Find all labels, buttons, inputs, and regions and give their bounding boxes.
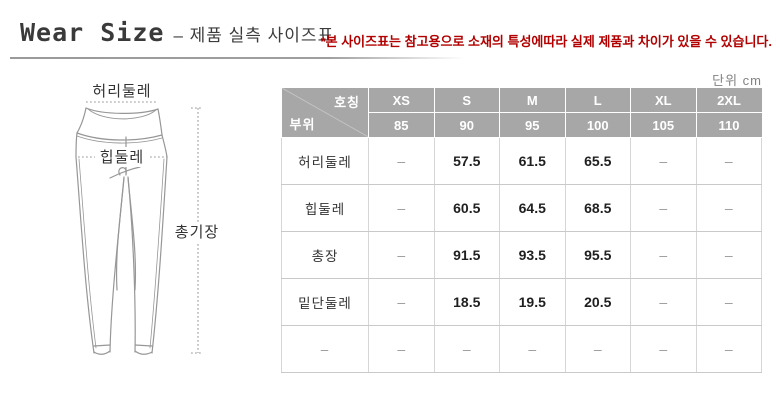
leggings-outline [75, 107, 168, 355]
table-row: – – – – – – – [281, 325, 762, 373]
value-cell: – [630, 184, 697, 232]
value-cell: – [564, 325, 631, 373]
value-cell: 20.5 [564, 278, 631, 326]
notice-text: *본 사이즈표는 참고용으로 소재의 특성에따라 실제 제품과 차이가 있을 수… [320, 34, 772, 49]
row-label-cell: 총장 [281, 231, 369, 279]
waist-label: 허리둘레 [92, 83, 151, 100]
value-cell: – [368, 325, 435, 373]
size-col-header: M [499, 88, 566, 113]
corner-label-part: 부위 [289, 117, 316, 132]
table-row: 총장 – 91.5 93.5 95.5 – – [281, 231, 762, 279]
value-cell: 64.5 [499, 184, 566, 232]
size-col-header: S [434, 88, 500, 113]
size-number-row: 85 90 95 100 105 110 [282, 112, 762, 138]
value-cell: – [368, 231, 435, 279]
value-cell: 19.5 [499, 278, 566, 326]
value-cell: 57.5 [433, 137, 500, 185]
value-cell: 68.5 [564, 184, 631, 232]
page-header: Wear Size – 제품 실측 사이즈표 [20, 18, 334, 47]
row-label-cell: 허리둘레 [281, 137, 369, 185]
hip-label: 힙둘레 [100, 149, 144, 166]
size-col-header: XL [630, 88, 697, 113]
size-number-header: 85 [368, 112, 435, 138]
length-label-bg [175, 222, 219, 242]
value-cell: 60.5 [433, 184, 500, 232]
value-cell: – [630, 278, 697, 326]
table-corner-cell: 호칭 부위 [281, 88, 369, 138]
table-row: 밑단둘레 – 18.5 19.5 20.5 – – [281, 278, 762, 326]
value-cell: – [368, 137, 435, 185]
value-cell: 95.5 [564, 231, 631, 279]
value-cell: 18.5 [433, 278, 500, 326]
size-col-header: XS [368, 88, 435, 113]
row-label-cell: 밑단둘레 [281, 278, 369, 326]
value-cell: 65.5 [564, 137, 631, 185]
size-number-header: 95 [499, 112, 566, 138]
size-table: 호칭 부위 XS S M L XL 2XL 85 90 95 100 105 1… [281, 88, 762, 373]
size-col-header: L [565, 88, 631, 113]
value-cell: – [499, 325, 566, 373]
table-row: 힙둘레 – 60.5 64.5 68.5 – – [281, 184, 762, 232]
size-number-header: 105 [630, 112, 697, 138]
size-number-header: 90 [434, 112, 500, 138]
corner-label-sizes: 호칭 [334, 95, 360, 110]
row-label-cell: – [281, 325, 369, 373]
value-cell: – [368, 184, 435, 232]
value-cell: – [695, 325, 762, 373]
value-cell: – [695, 278, 762, 326]
value-cell: – [630, 325, 697, 373]
unit-label: 단위 cm [712, 73, 762, 88]
leggings-diagram: 허리둘레 힙둘레 총기장 [75, 83, 219, 355]
value-cell: – [695, 231, 762, 279]
value-cell: – [630, 137, 697, 185]
value-cell: – [368, 278, 435, 326]
value-cell: 93.5 [499, 231, 566, 279]
size-number-header: 100 [565, 112, 631, 138]
length-label: 총기장 [175, 224, 219, 241]
row-label-cell: 힙둘레 [281, 184, 369, 232]
value-cell: – [695, 137, 762, 185]
hip-label-bg [95, 147, 149, 167]
title-divider [10, 57, 465, 59]
value-cell: – [433, 325, 500, 373]
value-cell: 91.5 [433, 231, 500, 279]
value-cell: – [630, 231, 697, 279]
drawstring-bow [109, 166, 141, 179]
corner-diagonal-line [281, 88, 368, 137]
value-cell: 61.5 [499, 137, 566, 185]
size-number-header: 110 [696, 112, 762, 138]
size-header-row: 호칭 부위 XS S M L XL 2XL [281, 88, 762, 138]
page-title: Wear Size [20, 18, 165, 47]
value-cell: – [695, 184, 762, 232]
table-row: 허리둘레 – 57.5 61.5 65.5 – – [281, 137, 762, 185]
size-col-header: 2XL [696, 88, 762, 113]
page-subtitle: – 제품 실측 사이즈표 [173, 26, 335, 45]
